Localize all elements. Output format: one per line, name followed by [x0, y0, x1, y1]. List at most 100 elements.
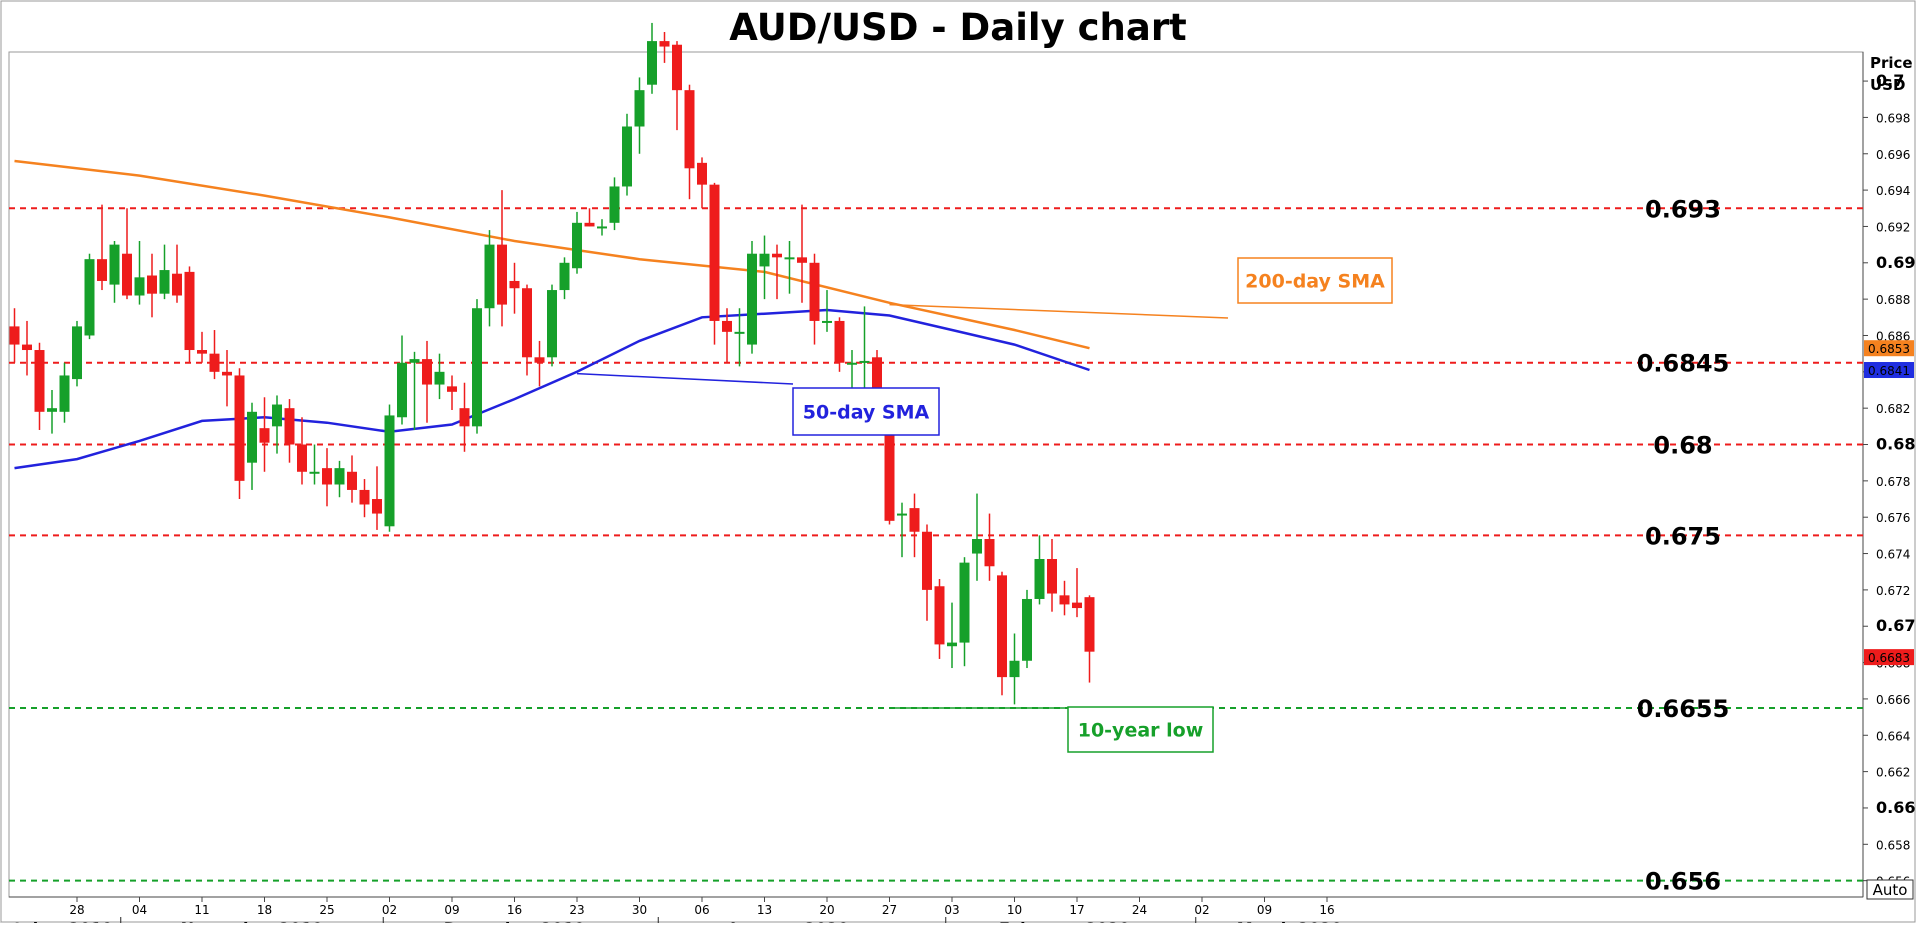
x-tick-label: 02	[382, 903, 397, 917]
candle-body	[610, 186, 620, 222]
candle-body	[235, 375, 245, 480]
candle-body	[597, 226, 607, 228]
candle-body	[285, 408, 295, 444]
candle-body	[485, 245, 495, 309]
level-label: 0.656	[1645, 868, 1721, 896]
candle-body	[847, 363, 857, 365]
candle-up	[547, 285, 557, 367]
y-tick-label: 0.678	[1876, 475, 1910, 489]
candle-body	[710, 185, 720, 321]
y-tick-label: 0.68	[1876, 435, 1915, 454]
y-tick-label: 0.67	[1876, 616, 1915, 635]
month-label: January 2020	[729, 919, 849, 923]
level-label: 0.675	[1645, 522, 1721, 550]
candle-down	[185, 266, 195, 362]
x-tick-label: 27	[882, 903, 897, 917]
x-tick-label: 09	[1257, 903, 1272, 917]
price-marker-label: 0.6841	[1868, 364, 1910, 378]
y-tick-label: 0.664	[1876, 729, 1910, 743]
candle-body	[260, 428, 270, 443]
candle-up	[72, 321, 82, 386]
candle-body	[160, 270, 170, 294]
candle-body	[10, 326, 20, 344]
candle-body	[110, 245, 120, 285]
annotation-label: 50-day SMA	[803, 402, 930, 424]
candle-body	[335, 468, 345, 484]
x-tick-label: 24	[1132, 903, 1147, 917]
x-tick-label: 04	[132, 903, 147, 917]
candle-body	[185, 272, 195, 350]
candle-up	[747, 241, 757, 354]
candle-up	[85, 254, 95, 339]
month-label: December 2019	[444, 919, 585, 923]
candle-down	[235, 368, 245, 499]
y-tick-label: 0.662	[1876, 766, 1910, 780]
candle-body	[497, 245, 507, 305]
candle-body	[935, 586, 945, 644]
candle-body	[635, 90, 645, 126]
y-tick-label: 0.69	[1876, 253, 1915, 272]
candle-body	[835, 321, 845, 363]
candle-body	[885, 421, 895, 521]
candle-body	[810, 263, 820, 321]
y-tick-label: 0.692	[1876, 220, 1910, 234]
candle-body	[22, 345, 32, 350]
x-tick-label: 25	[319, 903, 334, 917]
level-label: 0.6655	[1637, 695, 1730, 723]
candle-body	[622, 127, 632, 187]
y-tick-label: 0.66	[1876, 798, 1915, 817]
candle-body	[460, 408, 470, 426]
candle-body	[522, 288, 532, 357]
x-tick-label: 13	[757, 903, 772, 917]
candle-body	[1085, 597, 1095, 652]
candle-body	[1060, 595, 1070, 604]
candle-body	[922, 532, 932, 590]
candle-body	[247, 412, 257, 463]
y-tick-label: 0.666	[1876, 693, 1910, 707]
x-tick-label: 03	[944, 903, 959, 917]
y-tick-label: 0.672	[1876, 584, 1910, 598]
candle-body	[210, 354, 220, 372]
candle-body	[722, 321, 732, 332]
candle-body	[510, 281, 520, 288]
candle-up	[472, 299, 482, 433]
candle-body	[947, 643, 957, 647]
level-label: 0.693	[1645, 195, 1721, 223]
x-tick-label: 16	[1319, 903, 1334, 917]
candle-body	[897, 514, 907, 516]
candle-body	[647, 41, 657, 85]
candle-body	[1035, 559, 1045, 599]
candle-body	[735, 332, 745, 334]
candle-body	[822, 321, 832, 323]
candle-body	[47, 408, 57, 412]
candle-body	[785, 257, 795, 259]
candle-body	[1010, 661, 1020, 677]
candle-body	[685, 90, 695, 168]
y-tick-label: 0.688	[1876, 293, 1910, 307]
candle-body	[222, 372, 232, 376]
annotation-label: 200-day SMA	[1245, 271, 1385, 293]
candle-body	[322, 468, 332, 484]
y-tick-label: 0.682	[1876, 402, 1910, 416]
candle-body	[1047, 559, 1057, 594]
candle-body	[435, 372, 445, 385]
x-tick-label: 16	[507, 903, 522, 917]
candle-body	[372, 499, 382, 514]
candle-body	[572, 223, 582, 268]
candle-body	[385, 415, 395, 526]
candle-body	[197, 350, 207, 354]
candle-down	[997, 572, 1007, 696]
x-tick-label: 02	[1194, 903, 1209, 917]
x-tick-label: 20	[819, 903, 834, 917]
candle-body	[547, 290, 557, 357]
candle-body	[860, 361, 870, 363]
annotation-label: 10-year low	[1078, 720, 1204, 742]
y-tick-label: 0.658	[1876, 838, 1910, 852]
price-marker-label: 0.6853	[1868, 342, 1910, 356]
candle-body	[60, 375, 70, 411]
y-axis-label-line1: Price	[1870, 54, 1913, 72]
x-tick-label: 30	[632, 903, 647, 917]
candle-body	[35, 350, 45, 412]
level-label: 0.68	[1653, 432, 1712, 460]
candle-body	[172, 274, 182, 296]
